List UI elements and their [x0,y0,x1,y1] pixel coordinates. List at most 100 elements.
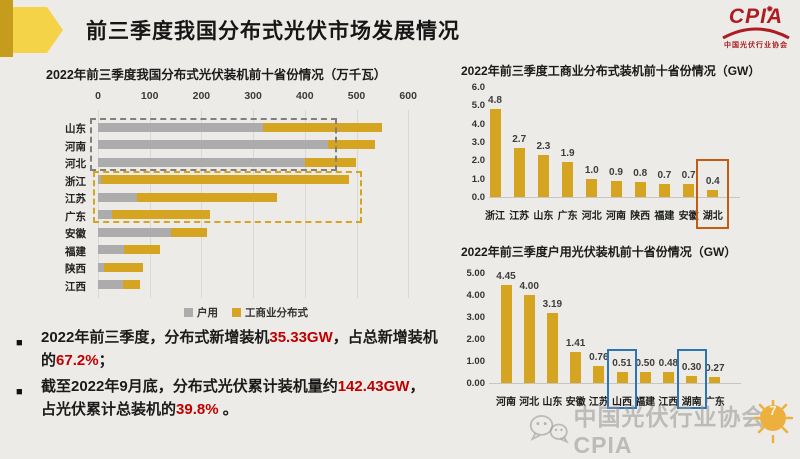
y-axis-tick: 1.0 [471,173,485,185]
bar [662,372,674,383]
bar-value-label: 4.45 [496,271,516,283]
category-label: 江西 [658,397,679,408]
bar-value-label: 0.9 [609,166,623,178]
bar-value-label: 0.8 [633,168,648,180]
x-axis-tick: 100 [140,90,159,102]
bar [489,109,501,197]
y-axis-tick: 3.00 [466,312,486,323]
yellow-dashed-box [93,170,362,223]
y-axis-tick: 2.0 [471,155,485,167]
bar [686,376,698,383]
x-axis-line [489,383,742,384]
bar-segment [98,280,123,289]
y-axis-tick: 4.0 [471,118,485,130]
bar-segment [98,140,329,149]
highlighted-number: 67.2% [56,351,99,369]
resi-chart-title: 2022年前三季度户用光伏装机前十省份情况（GW） [461,245,737,259]
y-axis-tick: 1.00 [466,356,486,367]
category-label: 安徽 [65,228,86,240]
bar [634,182,646,197]
bar [709,377,721,383]
gridline [98,110,99,298]
legend-item: 户用 [184,305,218,320]
highlighted-number: 39.8% [176,400,219,418]
gridline [253,110,255,298]
category-label: 河北 [581,211,602,222]
category-label: 广东 [65,210,86,223]
category-label: 福建 [65,245,86,258]
bullet-line: 截至2022年9月底，分布式光伏累计装机量约142.43GW， [41,376,462,399]
bar-segment [304,157,357,167]
category-label: 福建 [635,397,656,408]
category-label: 江苏 [588,397,609,408]
bar [683,184,695,197]
x-axis-tick: 400 [296,90,314,102]
y-axis-tick: 5.00 [466,268,486,279]
cpia-logo: ✹ CPIA 中国光伏行业协会 [716,4,796,58]
bullet-text: 。 [218,400,238,418]
legend-label: 户用 [197,307,218,319]
y-axis-tick: 0.0 [471,191,485,203]
category-label: 陕西 [630,211,651,222]
bar [546,312,558,383]
gridline [201,110,203,298]
bullet-text: 的 [41,351,57,369]
left-chart-title: 2022年前三季度我国分布式光伏装机前十省份情况（万千瓦） [46,68,387,82]
bar-value-label: 0.7 [657,170,672,182]
legend-label: 工商业分布式 [245,307,308,319]
y-axis-tick: 0.00 [466,378,486,389]
category-label: 河南 [65,140,86,153]
bar-value-label: 4.8 [488,95,502,107]
bar [616,371,628,383]
bar-value-label: 0.76 [589,352,609,364]
bar [537,154,549,197]
bar-value-label: 0.7 [681,170,696,182]
category-label: 安徽 [565,397,586,408]
bullet-line: 占光伏累计总装机的39.8% 。 [41,399,462,422]
bar-segment [98,175,101,184]
left-chart-legend: 户用 工商业分布式 [40,305,452,320]
bar [639,372,651,383]
category-label: 江苏 [65,193,86,205]
x-axis-tick: 0 [95,90,101,102]
highlight-box [676,349,707,409]
bullet-item: ■ 2022年前三季度，分布式新增装机35.33GW，占总新增装机 的67.2%； [16,327,462,372]
x-axis-tick: 200 [192,90,211,102]
bar-value-label: 0.51 [612,357,632,369]
bar-segment [262,122,382,132]
bar-segment [123,245,161,254]
category-label: 湖南 [681,397,702,408]
category-label: 湖北 [702,211,723,222]
bullet-text: ； [98,351,114,369]
bar-value-label: 0.48 [658,358,679,370]
legend-swatch [184,308,193,317]
bar-segment [98,210,112,219]
highlight-box [607,349,637,409]
bullet-text: ，占总新增装机 [332,329,438,346]
bar-segment [170,227,208,237]
bar-segment [111,210,211,219]
logo-sun-icon: ✹ [766,4,774,14]
x-axis-tick: 500 [347,90,366,102]
gridline [408,110,410,298]
bar-segment [98,157,305,167]
bullet-text: 占光伏累计总装机的 [41,400,177,418]
y-axis-tick: 3.0 [471,136,485,148]
bullet-item: ■ 截至2022年9月底，分布式光伏累计装机量约142.43GW， 占光伏累计总装机… [16,376,462,421]
category-label: 山西 [612,397,632,408]
category-label: 河北 [65,158,86,170]
bar-value-label: 0.4 [705,175,720,187]
bar [500,285,512,383]
category-label: 河北 [519,397,540,408]
category-label: 浙江 [485,211,505,222]
commercial-industrial-chart: 2022年前三季度工商业分布式装机前十省份情况（GW） 6.0 5.0 4.0 3.0… [455,58,800,234]
bar-value-label: 3.19 [542,298,563,310]
bar-value-label: 1.41 [565,337,586,349]
highlight-box [696,159,730,229]
bar-segment [98,227,171,237]
gridline [304,110,306,298]
category-label: 安徽 [678,211,699,222]
category-label: 浙江 [65,175,86,188]
bullet-marker-icon: ■ [16,337,23,349]
